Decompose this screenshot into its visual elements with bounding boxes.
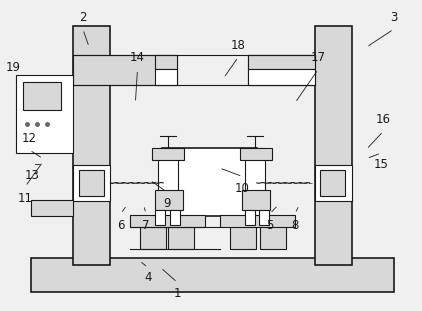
Text: 1: 1 <box>173 287 181 300</box>
Text: 12: 12 <box>22 132 37 145</box>
Text: 8: 8 <box>291 219 299 232</box>
Bar <box>158 148 178 223</box>
Text: 11: 11 <box>18 192 33 205</box>
Bar <box>168 223 194 248</box>
Bar <box>248 55 314 69</box>
Bar <box>162 148 257 216</box>
Bar <box>130 215 205 227</box>
Bar <box>155 69 177 85</box>
Bar <box>230 223 256 248</box>
Bar <box>141 223 166 248</box>
Bar <box>314 165 352 201</box>
Text: 3: 3 <box>390 11 398 24</box>
Bar <box>31 200 73 216</box>
Bar <box>23 82 61 110</box>
Bar <box>248 69 314 85</box>
Bar <box>78 170 105 196</box>
Bar <box>248 55 314 85</box>
Bar <box>260 223 286 248</box>
Bar <box>170 210 180 225</box>
Bar <box>73 26 111 265</box>
Bar <box>245 210 255 225</box>
Text: 15: 15 <box>374 158 389 171</box>
Bar <box>259 210 269 225</box>
Text: 6: 6 <box>117 219 124 232</box>
Text: 2: 2 <box>79 11 87 24</box>
Text: 14: 14 <box>130 52 145 64</box>
Text: 18: 18 <box>231 39 246 52</box>
Text: 9: 9 <box>163 197 170 210</box>
Bar <box>245 148 265 223</box>
Text: 5: 5 <box>266 219 273 232</box>
Bar <box>152 148 184 160</box>
Bar <box>240 148 272 160</box>
Text: 4: 4 <box>144 271 152 284</box>
Bar <box>73 55 177 85</box>
Bar <box>16 75 73 153</box>
Text: 7: 7 <box>142 219 150 232</box>
Bar <box>155 210 165 225</box>
Bar <box>220 215 295 227</box>
Bar <box>31 258 394 292</box>
Bar <box>155 190 183 210</box>
Text: 19: 19 <box>6 61 21 74</box>
Bar <box>314 26 352 265</box>
Bar <box>73 165 111 201</box>
Bar <box>319 170 345 196</box>
Text: 16: 16 <box>376 114 391 126</box>
Text: 10: 10 <box>235 182 250 194</box>
Bar <box>242 190 270 210</box>
Text: 17: 17 <box>311 52 326 64</box>
Bar <box>155 55 177 69</box>
Text: 13: 13 <box>25 169 40 182</box>
